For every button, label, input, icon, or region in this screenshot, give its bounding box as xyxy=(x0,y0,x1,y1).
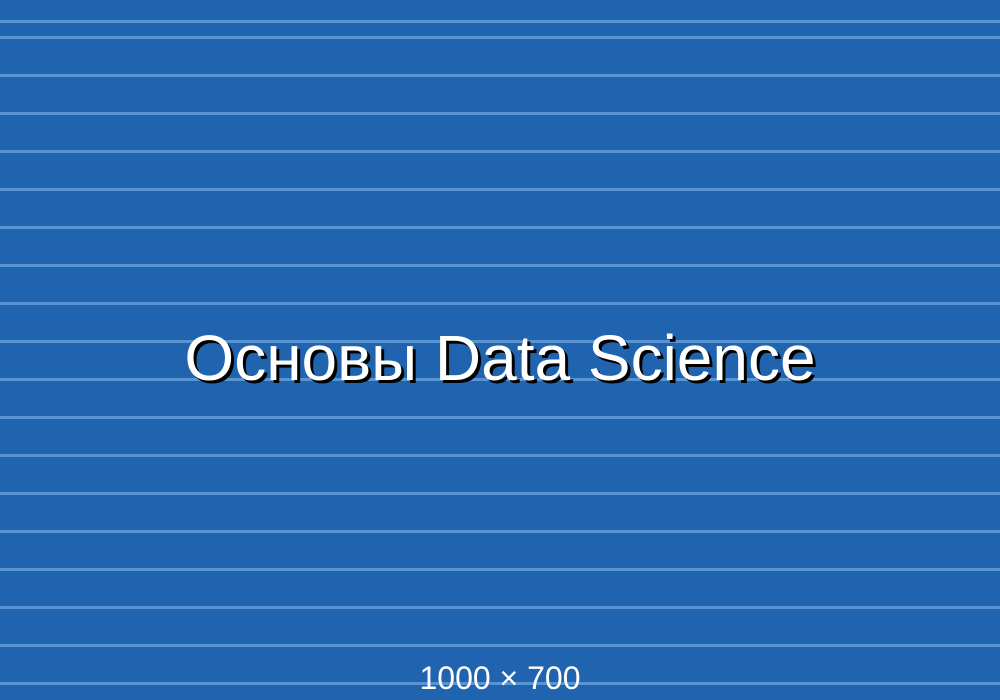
dimensions-label: 1000 × 700 xyxy=(419,660,581,696)
slide-title: Основы Data Science xyxy=(184,322,816,394)
